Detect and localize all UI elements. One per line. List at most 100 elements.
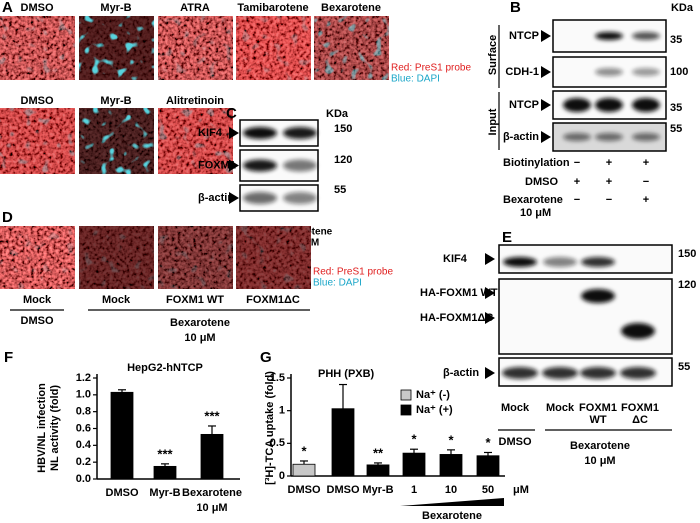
micrograph-dapi bbox=[158, 108, 233, 174]
band-arrow bbox=[485, 312, 495, 324]
panel-label: B bbox=[510, 0, 521, 16]
y-axis-label: [³H]-TCA uptake (fold) bbox=[264, 371, 276, 485]
blot-band bbox=[502, 367, 538, 379]
group-label: DMSO bbox=[21, 315, 54, 327]
blot-band bbox=[595, 133, 623, 141]
band-label: NTCP bbox=[509, 30, 539, 42]
error-bar bbox=[410, 448, 418, 454]
significance: * bbox=[485, 435, 491, 450]
blot-band bbox=[243, 127, 277, 139]
y-tick-label: 0.0 bbox=[76, 473, 91, 485]
lane-label: FOXM1 WT bbox=[166, 294, 224, 306]
y-tick-label: 0.2 bbox=[76, 456, 91, 468]
image-label: Myr-B bbox=[100, 95, 131, 107]
micrograph-dapi bbox=[79, 226, 154, 289]
condition-label: DMSO bbox=[525, 176, 558, 188]
micrograph-dapi bbox=[314, 16, 389, 80]
panel-label: C bbox=[226, 105, 237, 122]
panel-label: G bbox=[260, 349, 272, 366]
lane-label: FOXM1ΔC bbox=[246, 294, 300, 306]
legend-text: Na⁺ (-) bbox=[416, 389, 450, 401]
lane-label: Mock bbox=[23, 294, 52, 306]
band-arrow bbox=[541, 131, 551, 143]
blot-band bbox=[632, 98, 660, 112]
lane-label: Mock bbox=[102, 294, 131, 306]
micrograph-dapi bbox=[79, 108, 154, 174]
band-arrow bbox=[229, 192, 239, 204]
marker-label: 35 bbox=[670, 102, 682, 114]
band-label: KIF4 bbox=[443, 253, 468, 265]
band-label: β-actin bbox=[443, 367, 479, 379]
legend-text: Red: PreS1 probe bbox=[313, 267, 393, 278]
condition-sign: − bbox=[643, 176, 649, 188]
panel-label: A bbox=[2, 0, 13, 16]
marker-label: 150 bbox=[678, 248, 696, 260]
micrograph-dapi bbox=[158, 16, 233, 80]
error-bar bbox=[208, 425, 216, 435]
bar bbox=[331, 408, 355, 477]
lane-label: WT bbox=[589, 414, 606, 426]
error-bar bbox=[118, 389, 126, 393]
blot-band bbox=[283, 192, 317, 204]
unit-label: KDa bbox=[671, 2, 694, 14]
band-label: KIF4 bbox=[198, 127, 223, 139]
marker-label: 55 bbox=[334, 184, 346, 196]
bar bbox=[153, 465, 177, 480]
blot-box bbox=[498, 278, 673, 355]
marker-label: 55 bbox=[670, 123, 682, 135]
x-tick-label: 10 μM bbox=[196, 502, 227, 514]
legend-text: Blue: DAPI bbox=[313, 278, 362, 289]
error-bar bbox=[447, 449, 455, 455]
condition-sign: − bbox=[574, 194, 580, 206]
legend-text: Na⁺ (+) bbox=[416, 404, 453, 416]
legend-text: Red: PreS1 probe bbox=[391, 63, 471, 74]
group-label: DMSO bbox=[499, 436, 532, 448]
band-label: NTCP bbox=[509, 99, 539, 111]
blot-band bbox=[543, 257, 577, 267]
legend-text: Blue: DAPI bbox=[391, 74, 440, 85]
lane-label: Mock bbox=[546, 402, 575, 414]
legend-swatch bbox=[400, 389, 412, 401]
bar bbox=[476, 455, 500, 477]
significance: * bbox=[448, 432, 454, 447]
y-tick-label: 0.8 bbox=[76, 406, 91, 418]
group-label: 10 μM bbox=[184, 332, 215, 344]
marker-label: 120 bbox=[678, 279, 696, 291]
error-bar bbox=[374, 462, 382, 465]
y-tick-label: 0.5 bbox=[270, 437, 285, 449]
x-tick-label: Myr-B bbox=[149, 487, 180, 499]
image-label: ATRA bbox=[180, 2, 210, 14]
condition-label: 10 μM bbox=[520, 207, 551, 219]
blot-band bbox=[243, 159, 277, 172]
image-label: DMSO bbox=[21, 2, 54, 14]
band-arrow bbox=[229, 127, 239, 139]
y-tick-label: 0.6 bbox=[76, 422, 91, 434]
error-bar bbox=[339, 383, 347, 409]
blot-band bbox=[620, 367, 656, 379]
x-tick-label: 1 bbox=[411, 484, 417, 496]
group-label: Bexarotene bbox=[422, 510, 482, 522]
panel-label: D bbox=[2, 209, 13, 226]
marker-label: 150 bbox=[334, 123, 352, 135]
x-tick-label: 50 bbox=[482, 484, 494, 496]
significance: *** bbox=[157, 446, 173, 461]
y-tick-label: 1.2 bbox=[76, 372, 91, 384]
image-label: Myr-B bbox=[100, 2, 131, 14]
significance: *** bbox=[204, 408, 220, 423]
blot-band bbox=[595, 32, 623, 40]
chart-title: HepG2-hNTCP bbox=[127, 362, 203, 374]
bar bbox=[366, 464, 390, 477]
y-tick-label: 0.4 bbox=[76, 439, 92, 451]
band-arrow bbox=[541, 30, 551, 42]
condition-sign: − bbox=[606, 194, 612, 206]
blot-band bbox=[632, 133, 660, 141]
blot-band bbox=[542, 367, 578, 379]
marker-label: 100 bbox=[670, 66, 688, 78]
micrograph-dapi bbox=[0, 108, 75, 174]
x-tick-label: Myr-B bbox=[362, 484, 393, 496]
micrograph-dapi bbox=[158, 226, 233, 289]
marker-label: 35 bbox=[670, 34, 682, 46]
error-bar bbox=[161, 463, 169, 467]
band-arrow bbox=[541, 99, 551, 111]
